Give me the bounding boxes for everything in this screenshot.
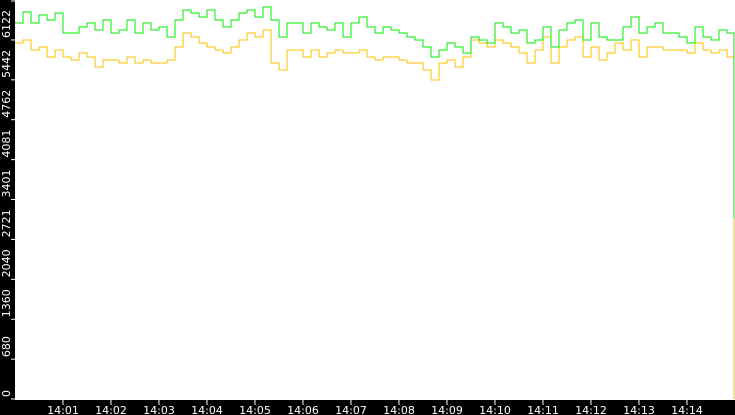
x-tick-label: 14:08 (383, 404, 415, 415)
y-tick-label: 4762 (0, 90, 13, 118)
x-axis: 14:01 14:02 14:03 14:04 14:05 14:06 14:07 14:08… (47, 400, 703, 415)
y-tick-label: 1360 (0, 289, 13, 317)
y-tick-label: 5442 (0, 50, 13, 78)
x-tick-label: 14:12 (575, 404, 607, 415)
x-tick-label: 14:13 (623, 404, 655, 415)
x-tick-label: 14:09 (431, 404, 463, 415)
x-tick-label: 14:03 (143, 404, 175, 415)
x-tick-label: 14:02 (95, 404, 127, 415)
x-tick-label: 14:10 (479, 404, 511, 415)
y-tick-label: 4081 (0, 130, 13, 158)
y-tick-label: 680 (0, 336, 13, 357)
x-tick-label: 14:14 (671, 404, 703, 415)
series-line-2 (15, 29, 735, 399)
x-tick-label: 14:07 (335, 404, 367, 415)
y-tick-label: 2721 (0, 209, 13, 237)
y-tick-label: 3401 (0, 170, 13, 198)
x-tick-label: 14:04 (191, 404, 223, 415)
x-tick-label: 14:05 (239, 404, 271, 415)
series-group (15, 6, 735, 399)
y-tick-label: 0 (0, 390, 13, 397)
x-tick-label: 14:06 (287, 404, 319, 415)
plot-area (15, 0, 735, 400)
series-line-1 (15, 6, 735, 219)
y-tick-label: 2040 (0, 249, 13, 277)
y-axis: 0680136020402721340140814762544261226803 (0, 0, 15, 400)
x-tick-label: 14:11 (527, 404, 559, 415)
y-tick-label: 6122 (0, 10, 13, 38)
x-tick-label: 14:01 (47, 404, 79, 415)
